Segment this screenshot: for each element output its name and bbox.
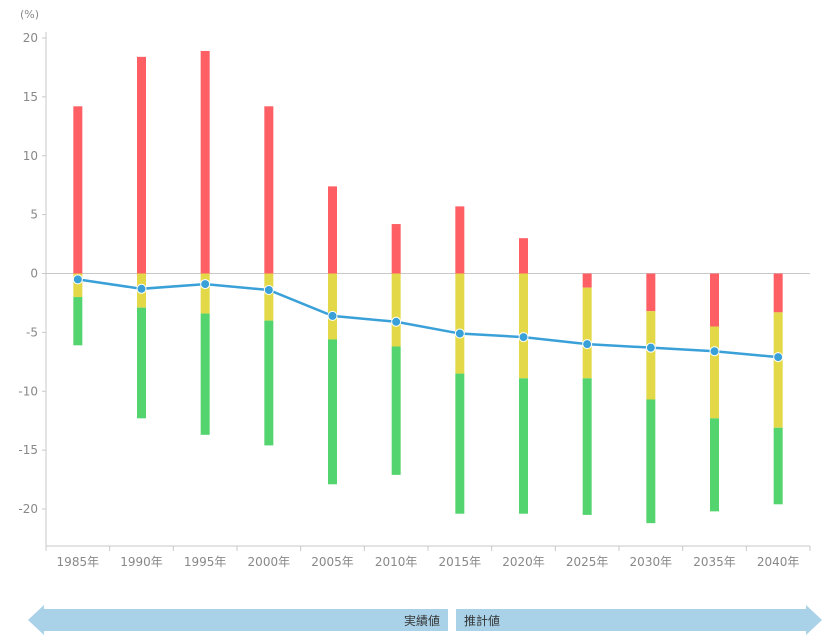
x-tick-label: 2015年 bbox=[439, 555, 482, 569]
forecast-period-arrow bbox=[456, 605, 822, 635]
line-point bbox=[200, 279, 211, 290]
bar-segment bbox=[200, 273, 210, 314]
y-tick-label: -20 bbox=[18, 502, 38, 516]
bar-segment bbox=[582, 378, 592, 515]
y-tick-label: -5 bbox=[26, 325, 38, 339]
x-tick-label: 2030年 bbox=[630, 555, 673, 569]
x-tick-label: 2005年 bbox=[311, 555, 354, 569]
bar-segment bbox=[200, 50, 210, 274]
line-point bbox=[454, 328, 465, 339]
x-tick-label: 2020年 bbox=[502, 555, 545, 569]
bar-segment bbox=[646, 273, 656, 312]
bar-segment bbox=[391, 273, 401, 347]
line-point bbox=[72, 274, 83, 285]
bar-segment bbox=[328, 186, 337, 274]
x-tick-label: 1995年 bbox=[184, 555, 227, 569]
bar-segment bbox=[137, 307, 146, 419]
x-tick-label: 1985年 bbox=[57, 555, 100, 569]
y-tick-label: 10 bbox=[23, 149, 38, 163]
bar-segment bbox=[710, 326, 719, 419]
bar-segment bbox=[519, 378, 528, 514]
line-point bbox=[709, 346, 720, 357]
line-point bbox=[645, 342, 656, 353]
bar-segment bbox=[137, 56, 146, 274]
bar-segment bbox=[773, 312, 783, 428]
y-tick-label: -10 bbox=[18, 384, 38, 398]
bar-segment bbox=[582, 287, 592, 379]
bar-segment bbox=[73, 273, 83, 298]
line-point bbox=[773, 352, 784, 363]
line-point bbox=[582, 339, 593, 350]
y-tick-label: 15 bbox=[23, 90, 38, 104]
bar-segment bbox=[200, 313, 210, 435]
y-tick-label: 0 bbox=[30, 267, 38, 281]
bar-segment bbox=[646, 399, 656, 524]
bar-segment bbox=[455, 373, 465, 514]
y-tick-label: 5 bbox=[30, 208, 38, 222]
bar-segment bbox=[264, 106, 274, 274]
bar-segment bbox=[710, 418, 719, 512]
bar-segment bbox=[391, 346, 401, 475]
x-tick-label: 2025年 bbox=[566, 555, 609, 569]
line-series bbox=[77, 278, 779, 359]
y-unit-label: (%) bbox=[20, 8, 39, 21]
forecast-period-label: 推計値 bbox=[464, 613, 500, 628]
line-point bbox=[391, 316, 402, 327]
bar-segment bbox=[646, 311, 656, 400]
bar-segment bbox=[582, 273, 592, 288]
x-tick-label: 2035年 bbox=[693, 555, 736, 569]
bar-segment bbox=[455, 273, 465, 374]
actual-period-label: 実績値 bbox=[404, 613, 440, 628]
bar-segment bbox=[773, 427, 783, 505]
bar-segment bbox=[455, 206, 465, 274]
bar-segment bbox=[773, 273, 783, 313]
bar-segment bbox=[710, 273, 719, 327]
y-tick-label: 20 bbox=[23, 31, 38, 45]
y-tick-label: -15 bbox=[18, 443, 38, 457]
actual-period-arrow bbox=[28, 605, 448, 635]
bar-segment bbox=[391, 224, 401, 274]
line-point bbox=[327, 310, 338, 321]
x-tick-label: 2010年 bbox=[375, 555, 418, 569]
bar-segment bbox=[519, 273, 528, 379]
line-point bbox=[263, 284, 274, 295]
bar-segment bbox=[73, 297, 83, 346]
bar-segment bbox=[264, 320, 274, 446]
x-tick-label: 1990年 bbox=[120, 555, 163, 569]
bar-segment bbox=[73, 106, 83, 274]
bar-segment bbox=[264, 273, 274, 321]
bar-segment bbox=[519, 238, 528, 274]
x-tick-label: 2040年 bbox=[757, 555, 800, 569]
bar-segment bbox=[328, 273, 337, 340]
bar-segment bbox=[328, 339, 337, 485]
x-tick-label: 2000年 bbox=[248, 555, 291, 569]
line-point bbox=[518, 332, 529, 343]
line-point bbox=[136, 283, 147, 294]
